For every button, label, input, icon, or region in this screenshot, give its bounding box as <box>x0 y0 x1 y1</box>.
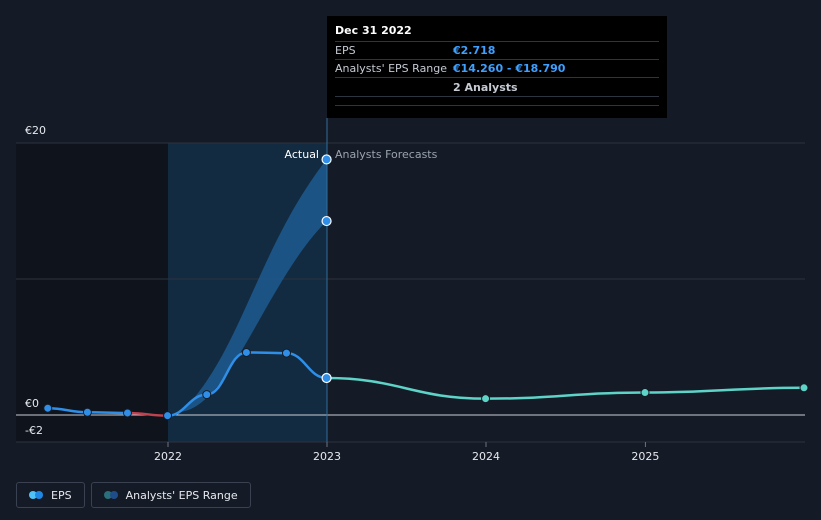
eps-actual-point <box>82 407 92 417</box>
eps-actual-point <box>163 411 173 421</box>
y-tick-label: -€2 <box>25 424 43 437</box>
range-low-point <box>321 215 332 227</box>
eps-forecast-point <box>640 388 650 398</box>
tooltip-range-value: €14.260 - €18.790 <box>453 62 566 75</box>
tooltip-range-label: Analysts' EPS Range <box>335 62 448 75</box>
legend-label-eps: EPS <box>51 488 72 502</box>
tooltip-eps-value: €2.718 <box>453 44 496 57</box>
tooltip-row-range: Analysts' EPS Range €14.260 - €18.790 <box>335 59 659 77</box>
actual-label: Actual <box>285 148 319 161</box>
range-band-area <box>181 159 327 412</box>
eps-points <box>43 154 809 421</box>
eps-forecast-line <box>326 376 805 400</box>
eps-actual-point <box>122 408 132 418</box>
eps-swatch-icon <box>29 491 43 499</box>
past-period-shade <box>16 143 168 442</box>
tooltip-date: Dec 31 2022 <box>335 24 412 37</box>
x-tick-label: 2022 <box>154 450 182 463</box>
x-axis-labels: 2022 2023 2024 2025 <box>154 442 659 463</box>
y-axis-labels: €20 €0 -€2 <box>25 124 46 437</box>
tooltip-row-eps: EPS €2.718 <box>335 41 659 59</box>
eps-forecast-point <box>481 394 491 404</box>
analyst-range-band <box>181 159 327 412</box>
range-high-point <box>321 154 332 165</box>
legend: EPS Analysts' EPS Range <box>16 482 251 508</box>
eps-actual-point <box>43 403 53 413</box>
x-tick-label: 2025 <box>631 450 659 463</box>
eps-actual-point <box>281 348 291 358</box>
tooltip-eps-label: EPS <box>335 44 356 57</box>
eps-highlight-point <box>321 372 332 384</box>
y-tick-label: €0 <box>25 397 39 410</box>
range-swatch-icon <box>103 491 118 499</box>
highlight-period-shade <box>168 143 327 442</box>
eps-actual-point <box>241 347 251 357</box>
eps-forecast-point <box>799 383 809 393</box>
x-tick-label: 2023 <box>313 450 341 463</box>
tooltip-row-analysts: 2 Analysts <box>335 77 659 97</box>
legend-label-range: Analysts' EPS Range <box>125 488 238 502</box>
forecast-label: Analysts Forecasts <box>335 148 438 161</box>
x-tick-label: 2024 <box>472 450 500 463</box>
tooltip-analysts-count: 2 Analysts <box>453 80 518 94</box>
legend-item-range[interactable]: Analysts' EPS Range <box>90 482 251 508</box>
eps-actual-point <box>202 390 212 400</box>
legend-item-eps[interactable]: EPS <box>16 482 85 508</box>
y-tick-label: €20 <box>25 124 46 137</box>
tooltip: Dec 31 2022 EPS €2.718 Analysts' EPS Ran… <box>327 16 667 118</box>
grid <box>16 142 805 443</box>
